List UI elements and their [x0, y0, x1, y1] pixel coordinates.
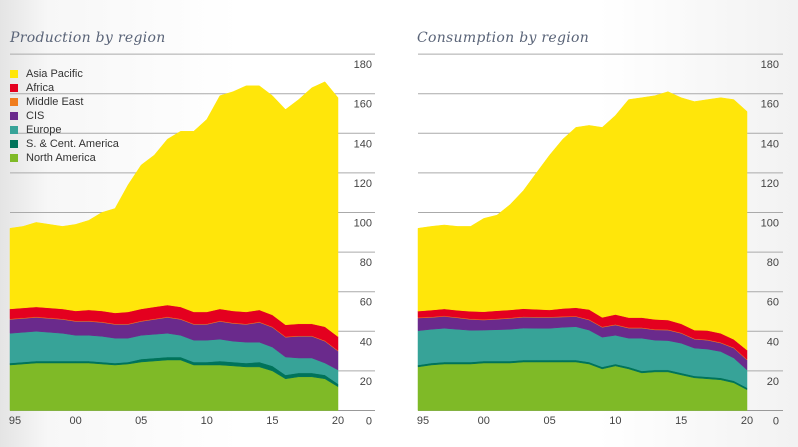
legend-label: CIS	[26, 110, 45, 122]
legend-item-s-cent-america: S. & Cent. America	[10, 137, 119, 151]
area-middle-east	[417, 315, 748, 361]
y-tick-label: 100	[354, 218, 372, 230]
consumption-chart-title: Consumption by region	[417, 30, 590, 46]
legend-label: North America	[26, 152, 96, 164]
y-tick-label: 140	[761, 138, 779, 150]
y-tick-label: 160	[354, 99, 372, 111]
production-chart-title: Production by region	[10, 30, 166, 46]
x-tick-label: 00	[478, 415, 490, 427]
y-tick-label: 20	[767, 376, 779, 388]
y-tick-label: 120	[354, 178, 372, 190]
legend-swatch	[10, 70, 18, 78]
legend-item-africa: Africa	[10, 81, 119, 95]
legend-item-asia-pacific: Asia Pacific	[10, 67, 119, 81]
legend-swatch	[10, 112, 18, 120]
legend-swatch	[10, 154, 18, 162]
x-tick-label: 95	[417, 415, 429, 427]
x-tick-label: 20	[741, 415, 753, 427]
legend: Asia Pacific Africa Middle East CIS Euro…	[10, 67, 119, 165]
y-tick-label: 100	[761, 218, 779, 230]
y-tick-label: 20	[360, 376, 372, 388]
area-asia-pacific	[9, 81, 339, 338]
production-chart: 0 20 40 60 80 100 120 140 160 180 95 00 05 10 15 20	[9, 53, 375, 428]
area-europe	[417, 326, 748, 389]
x-tick-label: 20	[332, 415, 344, 427]
legend-label: Middle East	[26, 96, 84, 108]
legend-label: S. & Cent. America	[26, 138, 119, 150]
x-tick-label: 15	[675, 415, 687, 427]
y-tick-label: 80	[767, 257, 779, 269]
area-asia-pacific	[417, 91, 748, 351]
x-tick-label: 10	[609, 415, 621, 427]
y-tick-label: 40	[767, 336, 779, 348]
area-africa	[417, 307, 748, 360]
x-tick-label: 10	[201, 415, 213, 427]
x-tick-label: 05	[543, 415, 555, 427]
legend-item-middle-east: Middle East	[10, 95, 119, 109]
legend-item-north-america: North America	[10, 151, 119, 165]
x-tick-label: 00	[69, 415, 81, 427]
y-tick-label: 120	[761, 178, 779, 190]
area-north-america	[417, 361, 748, 411]
area-s-cent-america	[417, 359, 748, 391]
y-tick-label: 0	[773, 416, 779, 428]
y-tick-label: 160	[761, 99, 779, 111]
legend-label: Africa	[26, 82, 55, 94]
x-tick-label: 05	[135, 415, 147, 427]
area-cis	[417, 316, 748, 371]
y-tick-label: 80	[360, 257, 372, 269]
y-tick-label: 180	[354, 59, 372, 71]
legend-swatch	[10, 140, 18, 148]
y-tick-label: 60	[360, 297, 372, 309]
legend-label: Europe	[26, 124, 62, 136]
legend-swatch	[10, 126, 18, 134]
legend-item-europe: Europe	[10, 123, 119, 137]
y-tick-label: 0	[366, 416, 372, 428]
legend-item-cis: CIS	[10, 109, 119, 123]
y-tick-label: 140	[354, 138, 372, 150]
y-tick-label: 40	[360, 336, 372, 348]
x-tick-label: 15	[266, 415, 278, 427]
x-tick-label: 95	[9, 415, 21, 427]
legend-swatch	[10, 84, 18, 92]
legend-label: Asia Pacific	[26, 68, 83, 80]
legend-swatch	[10, 98, 18, 106]
y-tick-label: 60	[767, 297, 779, 309]
y-tick-label: 180	[761, 59, 779, 71]
